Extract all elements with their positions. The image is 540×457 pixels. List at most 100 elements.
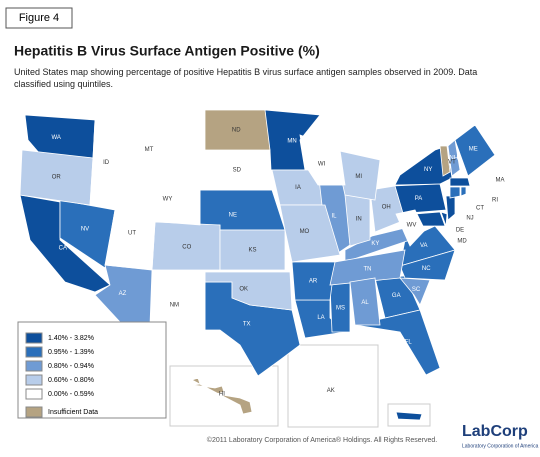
- logo: LabCorp: [462, 423, 528, 440]
- state-label: HI: [219, 391, 225, 397]
- state: [399, 249, 456, 281]
- state-label: KS: [248, 248, 256, 254]
- state: [445, 195, 456, 221]
- state-label: NE: [229, 213, 237, 219]
- state: [204, 271, 293, 311]
- legend-swatch: [25, 388, 43, 400]
- state: [291, 261, 336, 301]
- state-label: CO: [182, 244, 191, 250]
- state: [279, 204, 341, 263]
- state: [349, 277, 381, 326]
- legend-swatch: [25, 332, 43, 344]
- subtitle: United States map showing percentage of …: [14, 67, 478, 89]
- legend-label: 0.80% - 0.94%: [48, 363, 94, 370]
- state: [89, 119, 131, 211]
- state-label: DE: [456, 228, 464, 234]
- legend-label: 0.60% - 0.80%: [48, 377, 94, 384]
- state: [395, 209, 426, 247]
- state-label: WA: [51, 135, 60, 141]
- legend: 1.40% - 3.82% 0.95% - 1.39% 0.80% - 0.94% 0…: [25, 332, 98, 418]
- state-label: RI: [492, 198, 498, 204]
- state-label: CT: [476, 206, 484, 212]
- legend-label: 0.00% - 0.59%: [48, 391, 94, 398]
- state-label: WV: [407, 223, 417, 229]
- state-label: CA: [59, 246, 67, 252]
- state-label: WI: [318, 162, 326, 168]
- figure-label: Figure 4: [19, 12, 59, 24]
- state-label: NC: [422, 266, 431, 272]
- state: [439, 145, 451, 177]
- state-label: GA: [392, 293, 401, 299]
- state-label: VT: [448, 160, 456, 166]
- state: [104, 209, 156, 271]
- state-label: MA: [496, 178, 505, 184]
- state-label: SC: [412, 287, 421, 293]
- state-label: AK: [327, 388, 335, 394]
- state: [395, 411, 423, 421]
- state-label: MN: [287, 139, 296, 145]
- state-label: NV: [81, 227, 89, 233]
- state-label: ND: [232, 128, 241, 134]
- state-label: MD: [457, 239, 467, 245]
- legend-label: 0.95% - 1.39%: [48, 349, 94, 356]
- state-label: KY: [371, 241, 379, 247]
- state: [134, 174, 201, 226]
- state: [219, 229, 286, 271]
- state: [440, 211, 448, 227]
- state: [104, 119, 206, 176]
- legend-swatch: [25, 360, 43, 372]
- state-label: MI: [355, 174, 362, 180]
- state-label: FL: [405, 340, 413, 346]
- state-label: MO: [300, 229, 310, 235]
- state: [204, 109, 271, 151]
- state: [354, 309, 441, 376]
- state: [299, 357, 371, 416]
- state-label: LA: [317, 315, 324, 321]
- state-label: ID: [103, 160, 110, 166]
- state-label: AL: [361, 300, 369, 306]
- state-label: ME: [469, 147, 478, 153]
- state-label: AR: [309, 279, 318, 285]
- state-label: PA: [415, 196, 423, 202]
- subtitle-box: United States map showing percentage of …: [14, 67, 478, 89]
- state-label: MT: [145, 147, 154, 153]
- state-label: TX: [243, 321, 251, 327]
- legend-label: 1.40% - 3.82%: [48, 335, 94, 342]
- logo-tagline: Laboratory Corporation of America: [462, 443, 539, 449]
- state-label: SD: [233, 168, 242, 174]
- state-label: VA: [420, 243, 428, 249]
- state-label: TN: [364, 266, 372, 272]
- state: [190, 377, 253, 415]
- state: [447, 139, 461, 177]
- figure-box: [5, 7, 73, 29]
- state: [149, 269, 206, 331]
- state-label: OR: [52, 175, 62, 181]
- legend-swatch: [25, 406, 43, 418]
- state: [449, 186, 461, 199]
- state-label: NY: [424, 167, 432, 173]
- state-label: IA: [295, 185, 301, 191]
- legend-swatch: [25, 346, 43, 358]
- state-label: AZ: [119, 291, 127, 297]
- state-label: MS: [336, 305, 345, 311]
- state: [199, 189, 286, 231]
- title: Hepatitis B Virus Surface Antigen Positi…: [14, 43, 320, 59]
- state-label: NH: [449, 156, 458, 162]
- state-label: OH: [382, 205, 391, 211]
- states: WA MN CA NY PA NJ MA MD DE NV NE TX LA MS GA FL VA ME CT RI…: [19, 109, 505, 421]
- footer: ©2011 Laboratory Corporation of America®…: [207, 436, 437, 444]
- state: [59, 199, 116, 269]
- state-label: NM: [170, 303, 179, 309]
- state-label: NJ: [466, 216, 473, 222]
- state-label: IN: [356, 217, 362, 223]
- state: [399, 277, 431, 306]
- state: [460, 186, 467, 197]
- state-label: UT: [128, 230, 136, 236]
- state-label: WY: [163, 196, 173, 202]
- legend-label: Insufficient Data: [48, 409, 98, 416]
- state-label: IL: [331, 214, 337, 220]
- legend-swatch: [25, 374, 43, 386]
- state: [449, 177, 471, 187]
- state-label: OK: [239, 286, 248, 292]
